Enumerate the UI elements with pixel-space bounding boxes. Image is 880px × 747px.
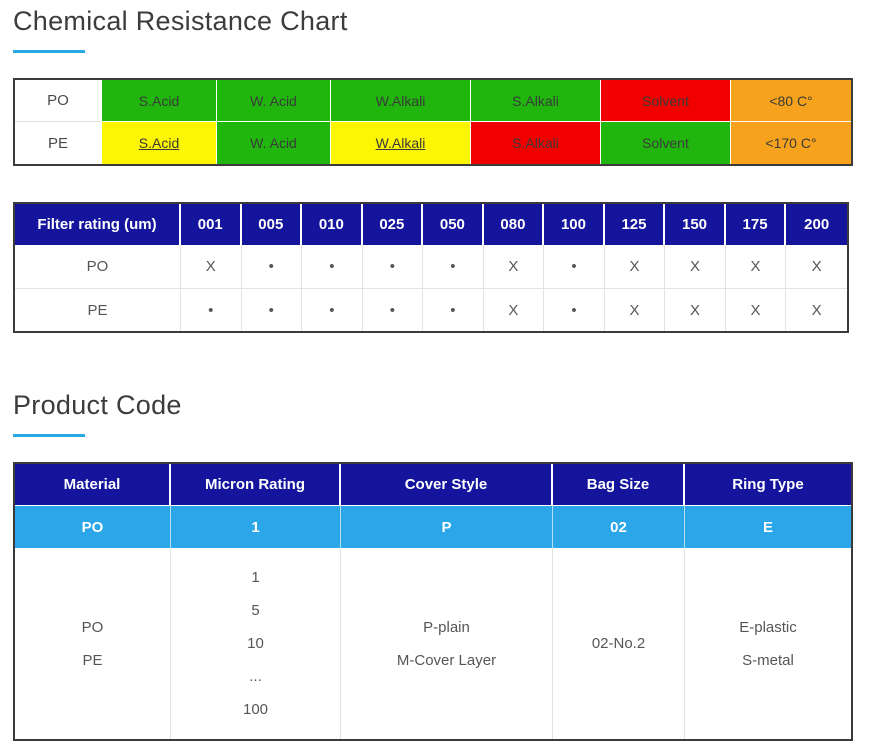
filter-value-cell: X [786, 288, 847, 331]
option-line: 1 [251, 569, 260, 586]
filter-header-cell: Filter rating (um) [15, 204, 181, 245]
material-options-cell: PO PE [15, 548, 171, 739]
filter-value-cell: • [241, 288, 303, 331]
filter-header-cell: 001 [181, 204, 242, 245]
product-header-cell: Bag Size [553, 464, 685, 506]
filter-value-cell: X [604, 288, 666, 331]
filter-value-cell: • [302, 245, 363, 288]
filter-header-cell: 175 [725, 204, 787, 245]
resistance-cell: S.Alkali [470, 122, 600, 164]
bag-options-cell: 02-No.2 [553, 548, 685, 739]
title-accent-bar [13, 50, 85, 53]
material-cell: PO [15, 245, 181, 288]
product-code-cell: 1 [171, 506, 341, 548]
material-cell: PE [15, 122, 101, 164]
filter-rating-table: Filter rating (um) 001 005 010 025 050 0… [13, 202, 849, 333]
filter-value-cell: • [242, 245, 303, 288]
filter-header-cell: 200 [786, 204, 847, 245]
table-row: PE • • • • • X • X X X X [15, 288, 847, 331]
filter-header-cell: 125 [604, 204, 666, 245]
product-options-row: PO PE 1 5 10 ... 100 P-plain M-Cover Lay… [15, 548, 851, 739]
product-header-cell: Micron Rating [171, 464, 341, 506]
filter-header-cell: 050 [423, 204, 484, 245]
material-cell: PE [15, 288, 181, 331]
resistance-cell: Solvent [600, 80, 730, 122]
material-cell: PO [15, 80, 101, 122]
filter-value-cell: X [725, 288, 787, 331]
filter-header-cell: 080 [483, 204, 545, 245]
filter-value-cell: X [181, 245, 242, 288]
temperature-cell: <170 C° [730, 122, 851, 164]
filter-value-cell: X [726, 245, 787, 288]
resistance-cell: W. Acid [216, 80, 330, 122]
chemical-resistance-title: Chemical Resistance Chart [13, 6, 348, 36]
product-header-cell: Material [15, 464, 171, 506]
filter-value-cell: • [544, 245, 605, 288]
chemical-resistance-table: PO S.Acid W. Acid W.Alkali S.Alkali Solv… [13, 78, 853, 166]
resistance-cell: Solvent [600, 122, 730, 164]
filter-value-cell: X [665, 288, 726, 331]
product-header-cell: Ring Type [685, 464, 851, 506]
option-line: ... [249, 668, 262, 685]
table-header-row: Filter rating (um) 001 005 010 025 050 0… [15, 204, 847, 245]
filter-value-cell: X [605, 245, 666, 288]
product-code-cell: E [685, 506, 851, 548]
filter-value-cell: • [423, 288, 484, 331]
table-header-row: Material Micron Rating Cover Style Bag S… [15, 464, 851, 506]
resistance-cell: W. Acid [216, 122, 330, 164]
filter-value-cell: X [665, 245, 726, 288]
filter-value-cell: • [544, 288, 605, 331]
cover-options-cell: P-plain M-Cover Layer [341, 548, 553, 739]
option-line: 10 [247, 635, 264, 652]
filter-value-cell: • [362, 288, 424, 331]
filter-value-cell: • [423, 245, 484, 288]
option-line: 02-No.2 [591, 635, 646, 652]
resistance-cell: S.Acid [101, 80, 216, 122]
filter-value-cell: • [181, 288, 242, 331]
option-line: M-Cover Layer [396, 651, 497, 669]
filter-header-cell: 010 [302, 204, 363, 245]
option-line: E-plastic [739, 618, 797, 636]
filter-value-cell: X [484, 245, 545, 288]
product-code-cell: 02 [553, 506, 685, 548]
filter-header-cell: 100 [544, 204, 605, 245]
product-header-cell: Cover Style [341, 464, 553, 506]
product-code-cell: PO [15, 506, 171, 548]
option-line: PO [81, 618, 104, 636]
option-line: PE [82, 651, 103, 669]
table-row: PO S.Acid W. Acid W.Alkali S.Alkali Solv… [15, 80, 851, 122]
resistance-cell: S.Acid [101, 122, 216, 164]
filter-header-cell: 025 [362, 204, 424, 245]
filter-value-cell: X [483, 288, 545, 331]
option-line: 100 [242, 701, 269, 718]
filter-header-cell: 005 [241, 204, 303, 245]
product-code-table: Material Micron Rating Cover Style Bag S… [13, 462, 853, 741]
table-row: PO X • • • • X • X X X X [15, 245, 847, 288]
product-code-title: Product Code [13, 390, 182, 420]
option-line: 5 [251, 602, 260, 619]
table-row: PE S.Acid W. Acid W.Alkali S.Alkali Solv… [15, 122, 851, 164]
filter-header-cell: 150 [665, 204, 726, 245]
temperature-cell: <80 C° [730, 80, 851, 122]
micron-options-cell: 1 5 10 ... 100 [171, 548, 341, 739]
product-code-cell: P [341, 506, 553, 548]
title-accent-bar [13, 434, 85, 437]
product-code-row: PO 1 P 02 E [15, 506, 851, 548]
resistance-cell: W.Alkali [330, 80, 470, 122]
filter-value-cell: • [302, 288, 363, 331]
resistance-cell: S.Alkali [470, 80, 600, 122]
ring-options-cell: E-plastic S-metal [685, 548, 851, 739]
option-line: P-plain [423, 618, 470, 636]
filter-value-cell: X [811, 258, 822, 275]
option-line: S-metal [742, 651, 794, 669]
resistance-cell: W.Alkali [330, 122, 470, 164]
filter-value-cell: • [363, 245, 424, 288]
